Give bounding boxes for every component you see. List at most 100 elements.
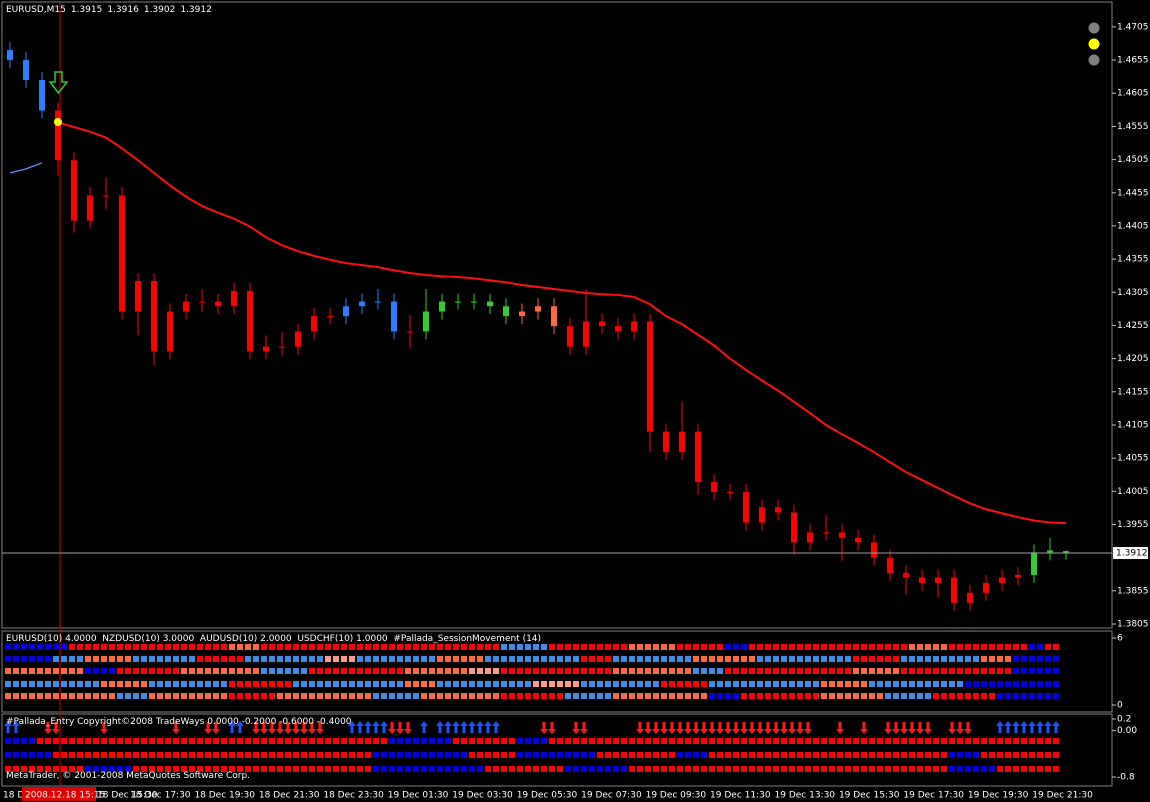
state-cell [117, 752, 123, 758]
state-cell [285, 738, 291, 744]
state-cell [877, 766, 883, 772]
down-arrow [580, 722, 588, 734]
state-cell [285, 766, 291, 772]
state-cell [85, 693, 91, 699]
state-cell [973, 766, 979, 772]
state-cell [429, 738, 435, 744]
state-cell [85, 766, 91, 772]
footer: MetaTrader, © 2001-2008 MetaQuotes Softw… [6, 771, 251, 781]
state-cell [725, 668, 731, 674]
state-cell [125, 693, 131, 699]
down-arrow [908, 722, 916, 734]
candle-body [791, 512, 797, 543]
state-cell [941, 693, 947, 699]
state-cell [69, 738, 75, 744]
state-cell [93, 738, 99, 744]
state-cell [789, 668, 795, 674]
state-cell [437, 738, 443, 744]
state-cell [821, 644, 827, 650]
y-tick-label: 1.4255 [1117, 321, 1149, 331]
state-cell [141, 681, 147, 687]
state-cell [597, 752, 603, 758]
state-cell [589, 644, 595, 650]
state-cell [789, 766, 795, 772]
state-cell [173, 693, 179, 699]
state-cell [661, 738, 667, 744]
ohlc-high: 1.3916 [107, 5, 139, 15]
state-cell [133, 656, 139, 662]
state-cell [269, 668, 275, 674]
state-cell [557, 644, 563, 650]
state-cell [725, 656, 731, 662]
state-cell [405, 644, 411, 650]
state-cell [293, 668, 299, 674]
candle-body [7, 50, 13, 61]
state-cell [565, 766, 571, 772]
state-cell [261, 656, 267, 662]
state-cell [797, 681, 803, 687]
candle-body [183, 301, 189, 312]
state-cell [365, 752, 371, 758]
state-cell [181, 656, 187, 662]
state-cell [213, 738, 219, 744]
state-cell [621, 766, 627, 772]
state-cell [269, 752, 275, 758]
state-cell [877, 738, 883, 744]
state-cell [525, 656, 531, 662]
state-cell [557, 668, 563, 674]
state-cell [437, 766, 443, 772]
state-cell [1045, 693, 1051, 699]
state-cell [349, 644, 355, 650]
state-cell [309, 738, 315, 744]
state-cell [21, 681, 27, 687]
state-cell [357, 693, 363, 699]
state-cell [1021, 644, 1027, 650]
state-cell [1005, 766, 1011, 772]
state-cell [605, 766, 611, 772]
state-cell [141, 752, 147, 758]
state-cell [541, 644, 547, 650]
state-cell [1013, 668, 1019, 674]
state-cell [573, 644, 579, 650]
up-arrow [1044, 721, 1052, 733]
state-cell [909, 656, 915, 662]
state-cell [293, 693, 299, 699]
state-cell [781, 738, 787, 744]
state-cell [485, 693, 491, 699]
state-cell [197, 693, 203, 699]
state-cell [717, 656, 723, 662]
state-cell [237, 644, 243, 650]
symbol: EURUSD,M15 [6, 5, 66, 15]
state-cell [997, 681, 1003, 687]
state-cell [213, 766, 219, 772]
state-cell [485, 644, 491, 650]
state-cell [653, 766, 659, 772]
state-cell [549, 681, 555, 687]
state-cell [469, 693, 475, 699]
state-cell [13, 693, 19, 699]
state-cell [741, 693, 747, 699]
state-cell [781, 644, 787, 650]
x-tick-label: 19 Dec 17:30 [903, 791, 964, 801]
state-cell [93, 656, 99, 662]
state-cell [133, 681, 139, 687]
state-cell [21, 752, 27, 758]
state-cell [445, 738, 451, 744]
y-tick-label: 0 [1117, 701, 1123, 711]
candle-body [535, 306, 541, 312]
state-cell [173, 668, 179, 674]
state-cell [797, 656, 803, 662]
state-cell [749, 693, 755, 699]
state-cell [837, 693, 843, 699]
state-cell [421, 752, 427, 758]
state-cell [813, 766, 819, 772]
state-cell [165, 693, 171, 699]
state-cell [333, 766, 339, 772]
state-cell [61, 656, 67, 662]
state-cell [453, 752, 459, 758]
state-cell [525, 668, 531, 674]
state-cell [997, 693, 1003, 699]
state-cell [141, 766, 147, 772]
state-cell [205, 693, 211, 699]
state-cell [917, 668, 923, 674]
